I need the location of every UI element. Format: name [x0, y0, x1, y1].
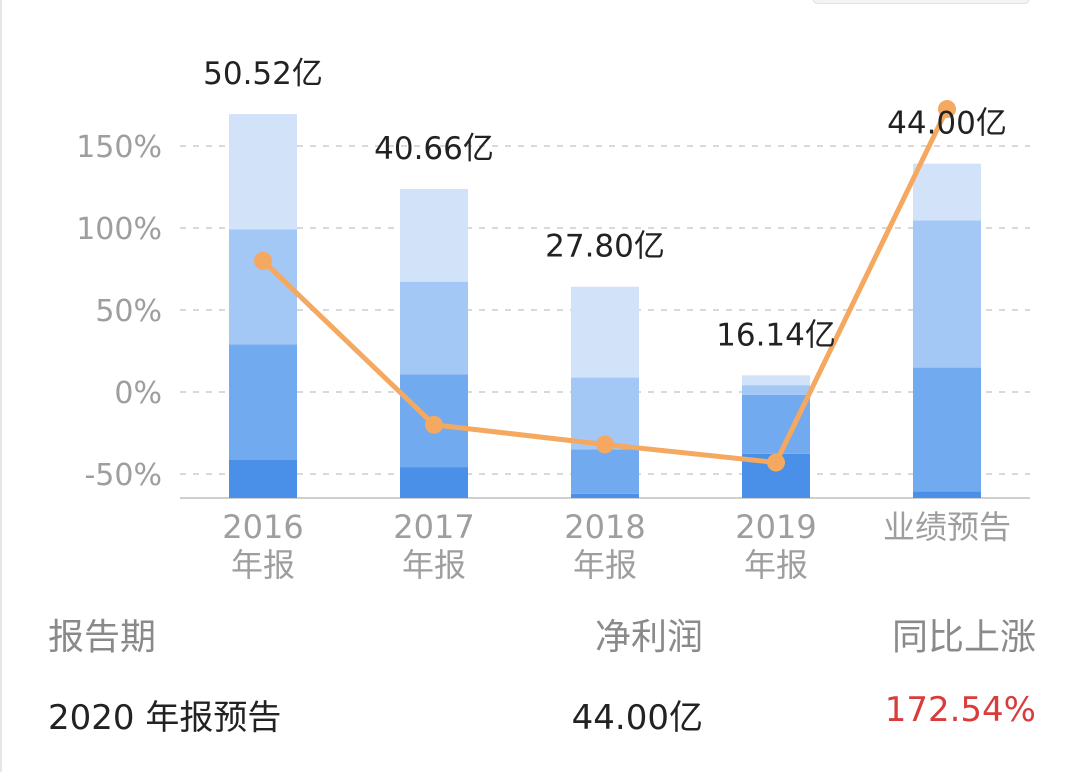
- bars: [229, 114, 981, 498]
- bar-segment: [400, 188, 468, 282]
- growth-point: [425, 415, 443, 434]
- growth-point: [596, 435, 614, 454]
- left-border: [0, 0, 2, 772]
- growth-line: [254, 100, 956, 472]
- chart-labels: 150% 100% 50% 0% -50% 50.52亿 40.66亿 27.80亿 16.14…: [76, 56, 1011, 584]
- x-category-sublabel: 年报: [231, 546, 295, 584]
- bar-segment: [742, 385, 810, 395]
- header-yoy: 同比上涨: [891, 617, 1036, 658]
- profit-chart: 150% 100% 50% 0% -50% 50.52亿 40.66亿 27.80亿 16.14…: [76, 56, 1030, 584]
- growth-point: [938, 100, 956, 119]
- bar-segment: [229, 229, 297, 345]
- bar-value-label: 27.80亿: [545, 229, 665, 265]
- bar-segment: [913, 220, 981, 368]
- bar-segment: [229, 459, 297, 498]
- y-tick-label: 150%: [76, 130, 162, 165]
- x-category-sublabel: 年报: [402, 546, 466, 584]
- y-tick-label: 50%: [95, 294, 162, 329]
- table-row[interactable]: 2020 年报预告 44.00亿 172.54%: [48, 690, 1036, 750]
- bar-segment: [913, 367, 981, 492]
- bar-segment: [229, 344, 297, 460]
- row-period: 2020 年报预告: [48, 698, 282, 738]
- y-tick-label: 0%: [114, 376, 162, 411]
- table-header: 报告期 净利润 同比上涨: [48, 608, 1036, 668]
- bar-segment: [571, 286, 639, 378]
- x-category-label: 2019: [735, 508, 816, 546]
- bar-segment: [913, 163, 981, 221]
- y-tick-label: -50%: [84, 458, 162, 493]
- growth-point: [767, 453, 785, 472]
- growth-point: [254, 251, 272, 270]
- bar-value-label: 50.52亿: [203, 56, 323, 92]
- bar-segment: [913, 491, 981, 498]
- bar-segment: [742, 394, 810, 454]
- bar-segment: [571, 449, 639, 494]
- y-tick-label: 100%: [76, 212, 162, 247]
- bar-value-label: 16.14亿: [716, 317, 836, 353]
- bar-segment: [742, 375, 810, 386]
- x-category-label: 业绩预告: [883, 508, 1011, 546]
- header-net-profit: 净利润: [594, 617, 703, 658]
- x-category-label: 2017: [393, 508, 474, 546]
- bar-segment: [400, 281, 468, 375]
- x-category-sublabel: 年报: [744, 546, 808, 584]
- x-category-label: 2016: [222, 508, 303, 546]
- bar-segment: [400, 467, 468, 498]
- bar-value-label: 40.66亿: [374, 131, 494, 167]
- x-category-label: 2018: [564, 508, 645, 546]
- bar-value-label: 44.00亿: [887, 106, 1007, 142]
- header-period: 报告期: [48, 617, 157, 658]
- bar-segment: [571, 493, 639, 498]
- x-category-sublabel: 年报: [573, 546, 637, 584]
- row-net-profit: 44.00亿: [571, 698, 703, 738]
- row-yoy: 172.54%: [884, 690, 1036, 730]
- bar-segment: [229, 114, 297, 230]
